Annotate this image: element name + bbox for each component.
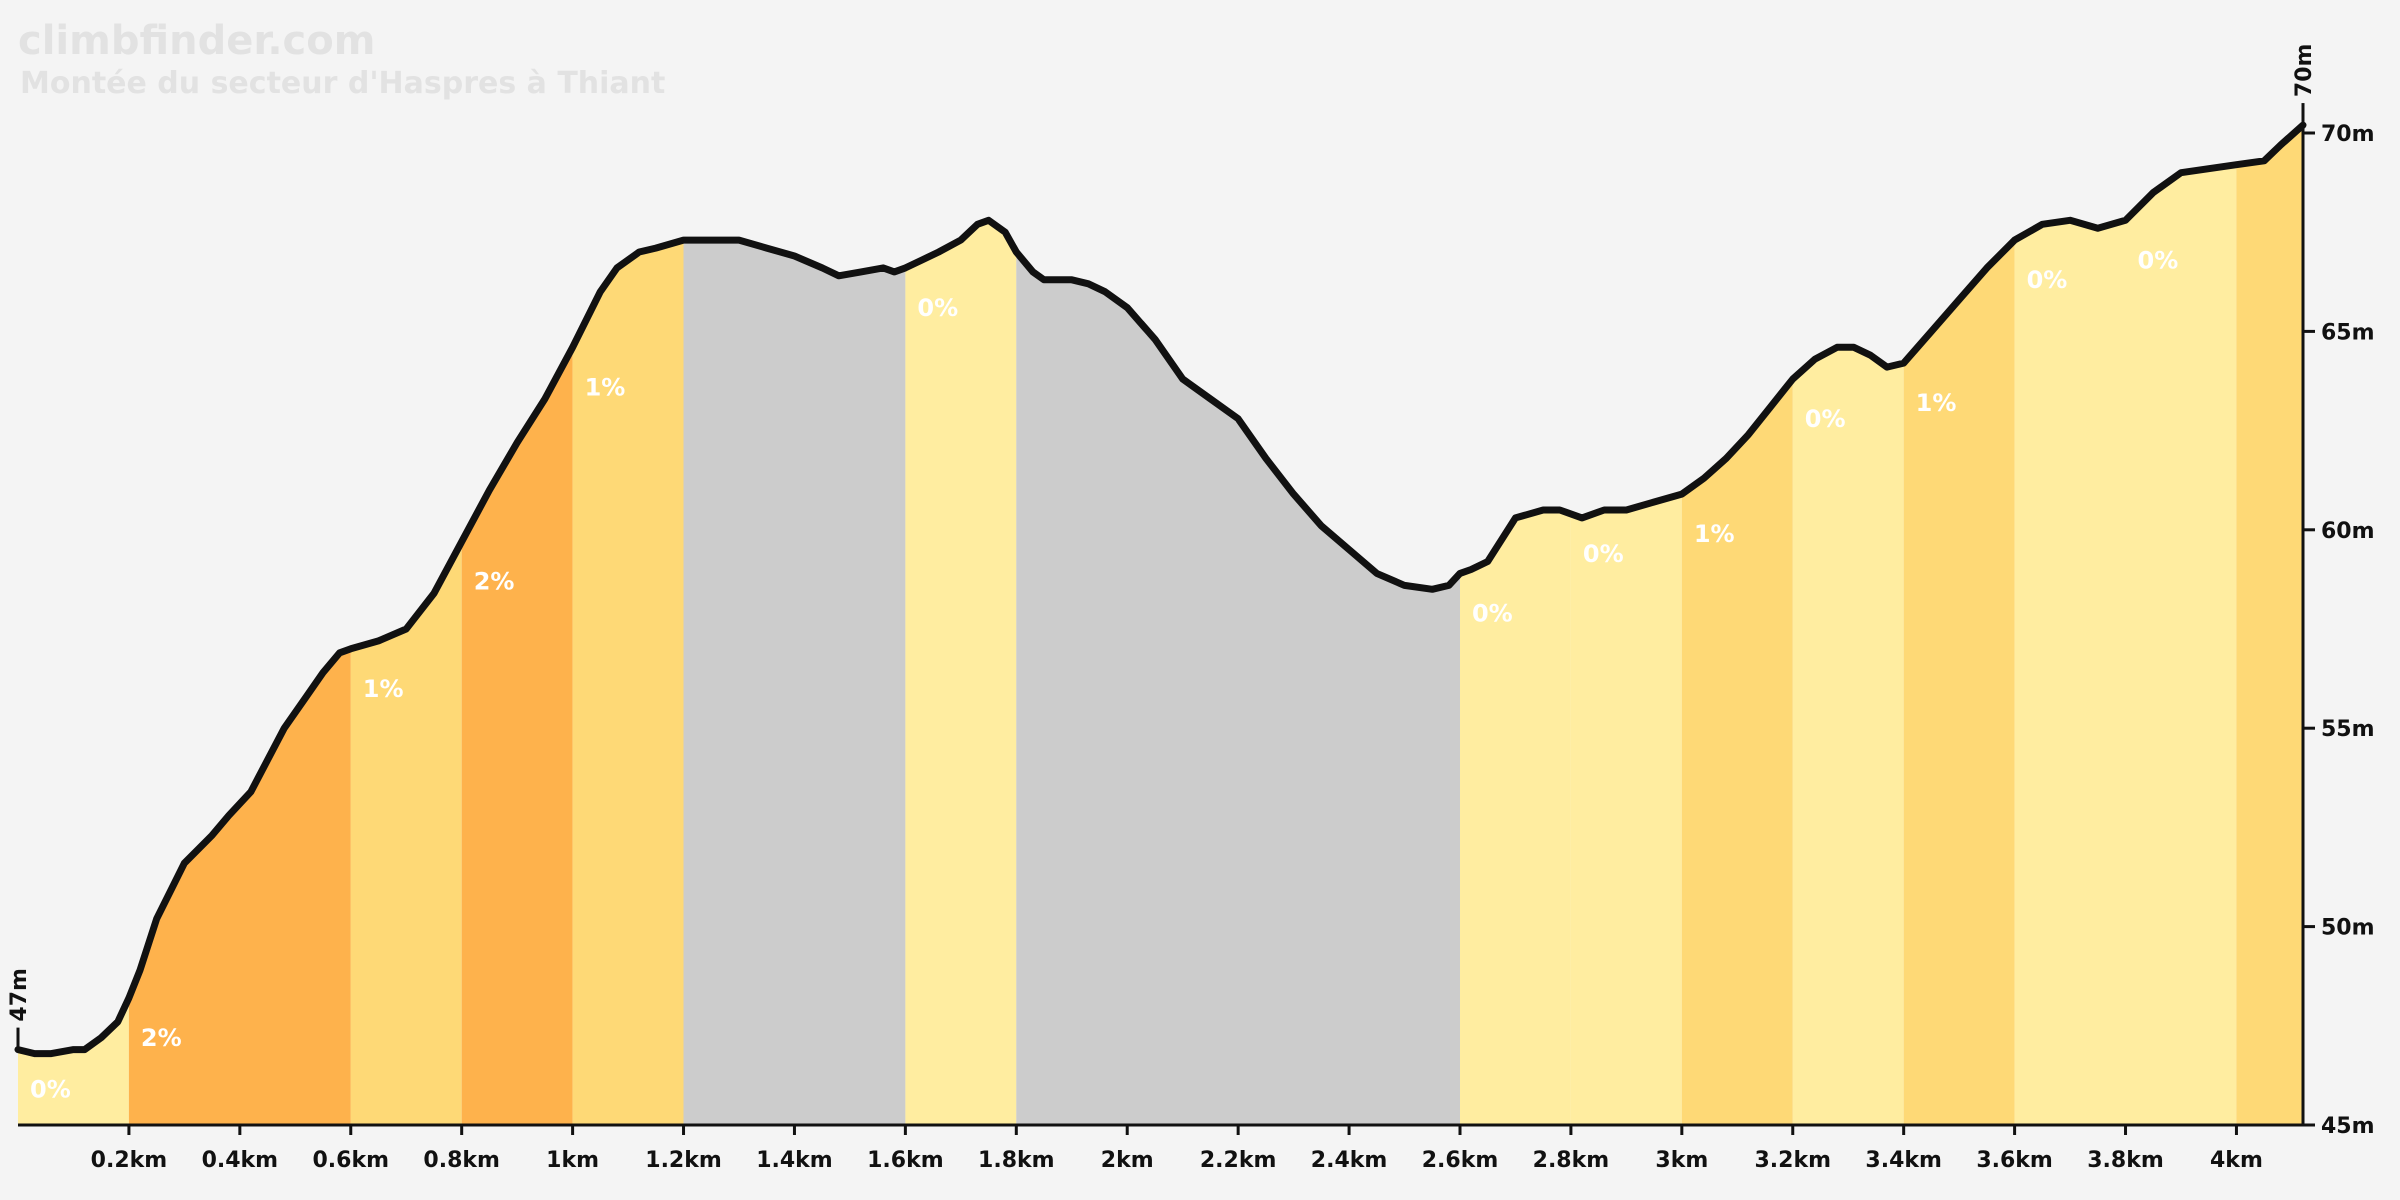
- grade-segment-0: [18, 998, 129, 1125]
- chart-title: Montée du secteur d'Haspres à Thiant: [20, 66, 666, 101]
- grade-segment-7: [1016, 252, 1460, 1125]
- x-tick-label-16: 3.4km: [1865, 1148, 1942, 1173]
- grade-label-0: 0%: [30, 1076, 71, 1104]
- x-tick-label-10: 2.2km: [1200, 1148, 1277, 1173]
- x-tick-label-12: 2.6km: [1422, 1148, 1499, 1173]
- grade-segment-3: [461, 347, 573, 1125]
- x-tick-label-17: 3.6km: [1976, 1148, 2053, 1173]
- y-tick-label-4: 65m: [2321, 320, 2375, 345]
- x-tick-label-4: 1km: [546, 1148, 599, 1173]
- y-tick-label-5: 70m: [2321, 122, 2375, 147]
- x-tick-label-18: 3.8km: [2087, 1148, 2164, 1173]
- grade-segment-8: [1460, 510, 1571, 1125]
- x-tick-label-7: 1.6km: [867, 1148, 944, 1173]
- x-tick-label-6: 1.4km: [756, 1148, 833, 1173]
- grade-label-14: 0%: [2138, 246, 2179, 274]
- brand-logo-text: climbfinder.com: [18, 18, 376, 64]
- grade-label-2: 1%: [363, 675, 404, 703]
- grade-label-8: 0%: [1472, 599, 1513, 627]
- x-tick-label-19: 4km: [2210, 1148, 2263, 1173]
- grade-labels: 0% 2% 1% 2% 1% 0% 0% 0% 1% 0% 1% 0% 0%: [30, 246, 2178, 1103]
- y-tick-label-0: 45m: [2321, 1114, 2375, 1139]
- grade-segment-5: [683, 240, 906, 1126]
- grade-label-12: 1%: [1916, 389, 1957, 417]
- x-tick-label-15: 3.2km: [1754, 1148, 1831, 1173]
- grade-segment-1: [128, 648, 351, 1125]
- x-tick-label-5: 1.2km: [645, 1148, 722, 1173]
- y-tick-label-2: 55m: [2321, 717, 2375, 742]
- grade-label-1: 2%: [141, 1024, 182, 1052]
- y-tick-label-3: 60m: [2321, 519, 2375, 544]
- grade-segment-12: [1903, 240, 2015, 1126]
- grade-segment-15: [2236, 125, 2303, 1126]
- x-tick-label-9: 2km: [1101, 1148, 1154, 1173]
- grade-label-3: 2%: [474, 568, 515, 596]
- axes: 0.2km 0.4km 0.6km 0.8km 1km 1.2km 1.4km 1.6km 1.…: [7, 44, 2375, 1173]
- x-tick-label-8: 1.8km: [978, 1148, 1055, 1173]
- grade-segments: [18, 125, 2303, 1126]
- grade-label-6: 0%: [917, 294, 958, 322]
- grade-label-10: 1%: [1694, 520, 1735, 548]
- grade-segment-9: [1570, 494, 1682, 1126]
- grade-segment-2: [350, 541, 462, 1125]
- grade-segment-4: [572, 240, 684, 1126]
- x-tick-label-14: 3km: [1655, 1148, 1708, 1173]
- grade-segment-10: [1681, 379, 1793, 1125]
- x-tick-label-3: 0.8km: [423, 1148, 500, 1173]
- x-tick-label-2: 0.6km: [313, 1148, 390, 1173]
- grade-label-11: 0%: [1805, 405, 1846, 433]
- start-elevation-label: 47m: [7, 968, 32, 1022]
- grade-label-4: 1%: [585, 373, 626, 401]
- grade-segment-6: [905, 220, 1017, 1126]
- grade-segment-11: [1792, 347, 1904, 1125]
- grade-label-13: 0%: [2027, 266, 2068, 294]
- x-tick-label-11: 2.4km: [1311, 1148, 1388, 1173]
- y-tick-label-1: 50m: [2321, 916, 2375, 941]
- grade-segment-13: [2014, 220, 2126, 1126]
- grade-label-9: 0%: [1583, 540, 1624, 568]
- x-tick-label-1: 0.4km: [202, 1148, 279, 1173]
- grade-segment-14: [2125, 164, 2237, 1125]
- elevation-profile-line: [14, 121, 2307, 1058]
- x-tick-label-13: 2.8km: [1533, 1148, 1610, 1173]
- x-tick-label-0: 0.2km: [91, 1148, 168, 1173]
- end-elevation-label: 70m: [2292, 44, 2317, 98]
